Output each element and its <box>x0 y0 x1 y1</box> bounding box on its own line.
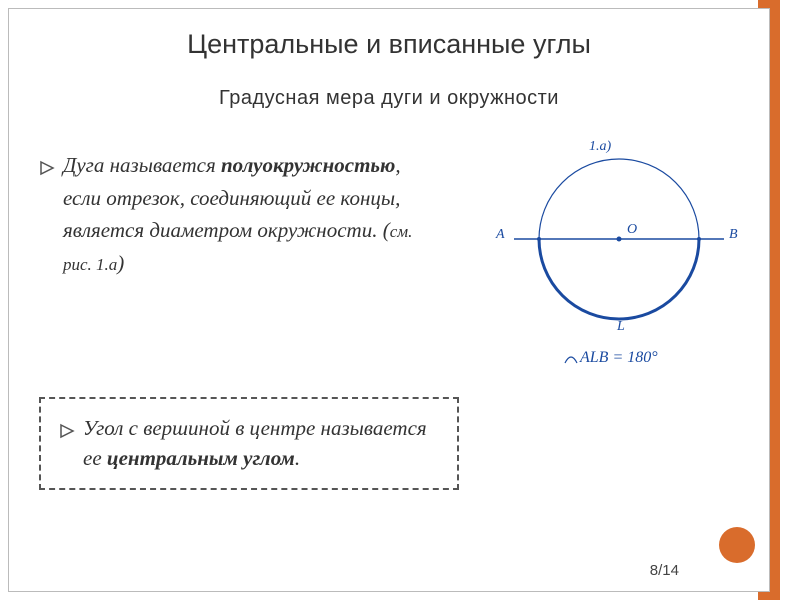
bullet-icon <box>59 417 75 447</box>
corner-circle-decoration <box>719 527 755 563</box>
page-number: 8/14 <box>650 562 679 579</box>
slide-title: Центральные и вписанные углы <box>9 29 769 60</box>
def2-suffix: . <box>295 446 300 470</box>
def1-suffix: ) <box>117 251 124 275</box>
def1-bold: полуокружностью <box>221 153 395 177</box>
slide-frame: Центральные и вписанные углы Градусная м… <box>8 8 770 592</box>
diagram-label-O: O <box>627 222 637 238</box>
def1-prefix: Дуга называется <box>63 153 221 177</box>
slide-subtitle: Градусная мера дуги и окружности <box>9 87 769 110</box>
definition-1: Дуга называется полуокружностью, если от… <box>39 149 439 279</box>
diagram-formula: ALB = 180° <box>564 349 658 367</box>
diagram-label-A: A <box>496 227 505 243</box>
diagram-label-B: B <box>729 227 738 243</box>
arc-icon <box>564 351 578 369</box>
definition-2-box: Угол с вершиной в центре называется ее ц… <box>39 397 459 490</box>
diagram-label-L: L <box>617 319 625 335</box>
bullet-icon <box>39 153 55 186</box>
def2-bold: центральным углом <box>107 446 295 470</box>
formula-text: ALB = 180° <box>580 349 658 366</box>
